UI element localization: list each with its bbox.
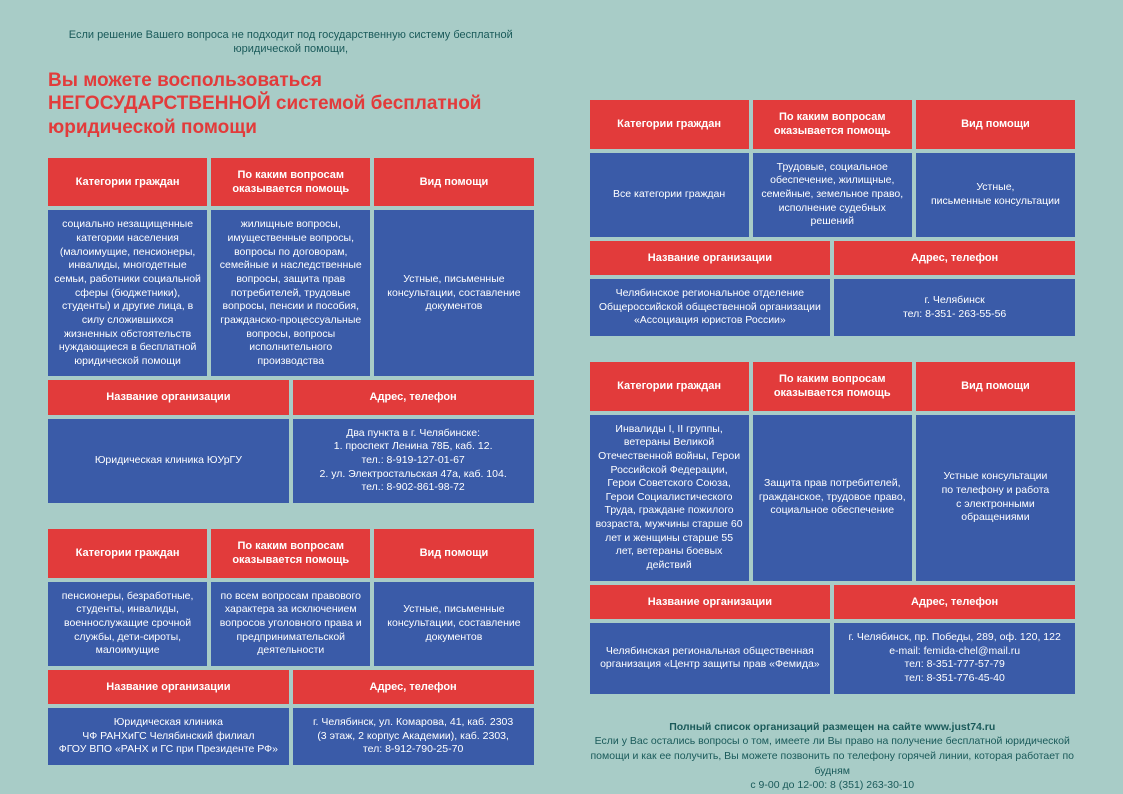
hdr-cat: Категории граждан bbox=[590, 100, 749, 149]
org-block-3: Категории граждан По каким вопросам оказ… bbox=[590, 100, 1076, 336]
cell-addr: г. Челябинск, ул. Комарова, 41, каб. 230… bbox=[293, 708, 534, 765]
hdr-org: Название организации bbox=[48, 670, 289, 704]
cell-org: Юридическая клиника ЧФ РАНХиГС Челябинск… bbox=[48, 708, 289, 765]
hdr-topics: По каким вопросам оказывается помощь bbox=[753, 362, 912, 411]
hdr-topics: По каким вопросам оказывается помощь bbox=[211, 158, 370, 207]
hdr-type: Вид помощи bbox=[916, 100, 1075, 149]
org-block-4: Категории граждан По каким вопросам оказ… bbox=[590, 362, 1076, 694]
hdr-org: Название организации bbox=[48, 380, 289, 414]
hdr-type: Вид помощи bbox=[374, 158, 533, 207]
left-column: Если решение Вашего вопроса не подходит … bbox=[48, 28, 534, 793]
footer-line2: Если у Вас остались вопросы о том, имеет… bbox=[590, 734, 1076, 778]
cell-org: Юридическая клиника ЮУрГУ bbox=[48, 419, 289, 503]
hdr-addr: Адрес, телефон bbox=[293, 670, 534, 704]
cell-topics: Защита прав потребителей, гражданское, т… bbox=[753, 415, 912, 581]
cell-type: Устные, письменные консультации, составл… bbox=[374, 582, 533, 666]
cell-cat: Инвалиды I, II группы, ветераны Великой … bbox=[590, 415, 749, 581]
footer-line3: с 9-00 до 12-00: 8 (351) 263-30-10 bbox=[590, 778, 1076, 793]
cell-cat: пенсионеры, безработные, студенты, инвал… bbox=[48, 582, 207, 666]
cell-type: Устные, письменные консультации, составл… bbox=[374, 210, 533, 376]
cell-topics: жилищные вопросы, имущественные вопросы,… bbox=[211, 210, 370, 376]
right-column: Категории граждан По каким вопросам оказ… bbox=[590, 28, 1076, 793]
cell-topics: Трудовые, социальное обеспечение, жилищн… bbox=[753, 153, 912, 237]
hdr-topics: По каким вопросам оказывается помощь bbox=[753, 100, 912, 149]
hdr-topics: По каким вопросам оказывается помощь bbox=[211, 529, 370, 578]
cell-cat: социально незащищенные категории населен… bbox=[48, 210, 207, 376]
cell-org: Челябинское региональное отделение Общер… bbox=[590, 279, 831, 336]
footer-note: Полный список организаций размещен на са… bbox=[590, 720, 1076, 793]
org-block-2: Категории граждан По каким вопросам оказ… bbox=[48, 529, 534, 765]
headline: Вы можете воспользоваться НЕГОСУДАРСТВЕН… bbox=[48, 69, 534, 140]
footer-line1: Полный список организаций размещен на са… bbox=[590, 720, 1076, 735]
cell-addr: г. Челябинск, пр. Победы, 289, оф. 120, … bbox=[834, 623, 1075, 694]
org-block-1: Категории граждан По каким вопросам оказ… bbox=[48, 158, 534, 503]
cell-addr: Два пункта в г. Челябинске: 1. проспект … bbox=[293, 419, 534, 503]
cell-topics: по всем вопросам правового характера за … bbox=[211, 582, 370, 666]
hdr-cat: Категории граждан bbox=[48, 529, 207, 578]
hdr-addr: Адрес, телефон bbox=[834, 585, 1075, 619]
hdr-addr: Адрес, телефон bbox=[293, 380, 534, 414]
cell-type: Устные, письменные консультации bbox=[916, 153, 1075, 237]
cell-cat: Все категории граждан bbox=[590, 153, 749, 237]
cell-org: Челябинская региональная общественная ор… bbox=[590, 623, 831, 694]
hdr-type: Вид помощи bbox=[374, 529, 533, 578]
hdr-org: Название организации bbox=[590, 585, 831, 619]
hdr-cat: Категории граждан bbox=[590, 362, 749, 411]
hdr-type: Вид помощи bbox=[916, 362, 1075, 411]
hdr-org: Название организации bbox=[590, 241, 831, 275]
hdr-cat: Категории граждан bbox=[48, 158, 207, 207]
intro-text: Если решение Вашего вопроса не подходит … bbox=[48, 28, 534, 57]
cell-type: Устные консультации по телефону и работа… bbox=[916, 415, 1075, 581]
cell-addr: г. Челябинск тел: 8-351- 263-55-56 bbox=[834, 279, 1075, 336]
hdr-addr: Адрес, телефон bbox=[834, 241, 1075, 275]
